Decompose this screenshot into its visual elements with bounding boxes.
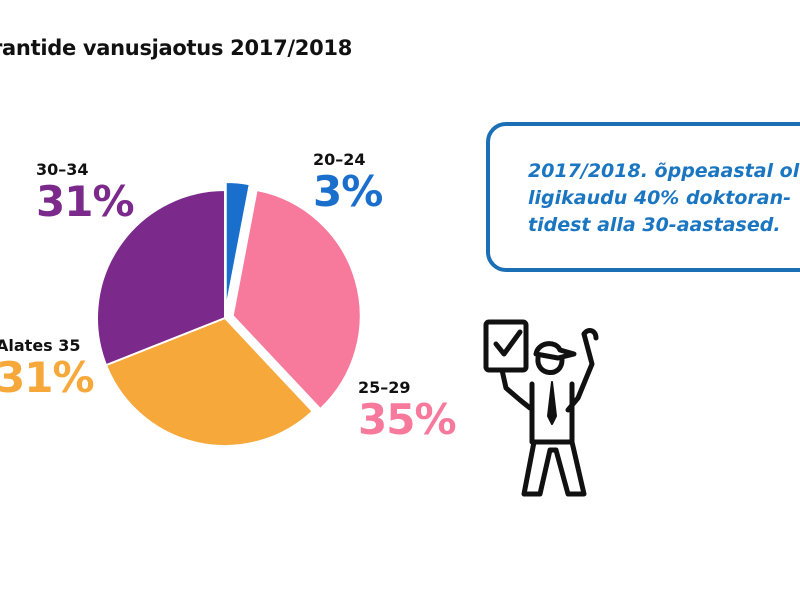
chart-title: rantide vanusjaotus 2017/2018 (0, 36, 353, 60)
label-25-29-value: 35% (358, 395, 457, 444)
label-20-24: 20–24 3% (313, 150, 383, 216)
label-30-34: 30–34 31% (36, 160, 135, 226)
label-30-34-category: 30–34 (36, 160, 89, 179)
label-25-29-category: 25–29 (358, 378, 411, 397)
label-alates-35: Alates 35 31% (0, 336, 95, 402)
callout-box (486, 122, 800, 272)
callout-text: 2017/2018. õppeaastal oli ligikaudu 40% … (528, 160, 800, 236)
label-20-24-value: 3% (313, 167, 383, 216)
label-alates-35-value: 31% (0, 353, 95, 402)
label-20-24-category: 20–24 (313, 150, 366, 169)
label-25-29: 25–29 35% (358, 378, 457, 444)
person-with-checklist-icon (483, 319, 599, 497)
label-alates-35-category: Alates 35 (0, 336, 81, 355)
pie-slice-alates-35 (104, 316, 315, 447)
pie-slice-25-29 (231, 188, 362, 411)
label-30-34-value: 31% (36, 177, 135, 226)
pie-slice-20-24 (224, 181, 251, 311)
pie-slice-30-34 (96, 188, 226, 367)
